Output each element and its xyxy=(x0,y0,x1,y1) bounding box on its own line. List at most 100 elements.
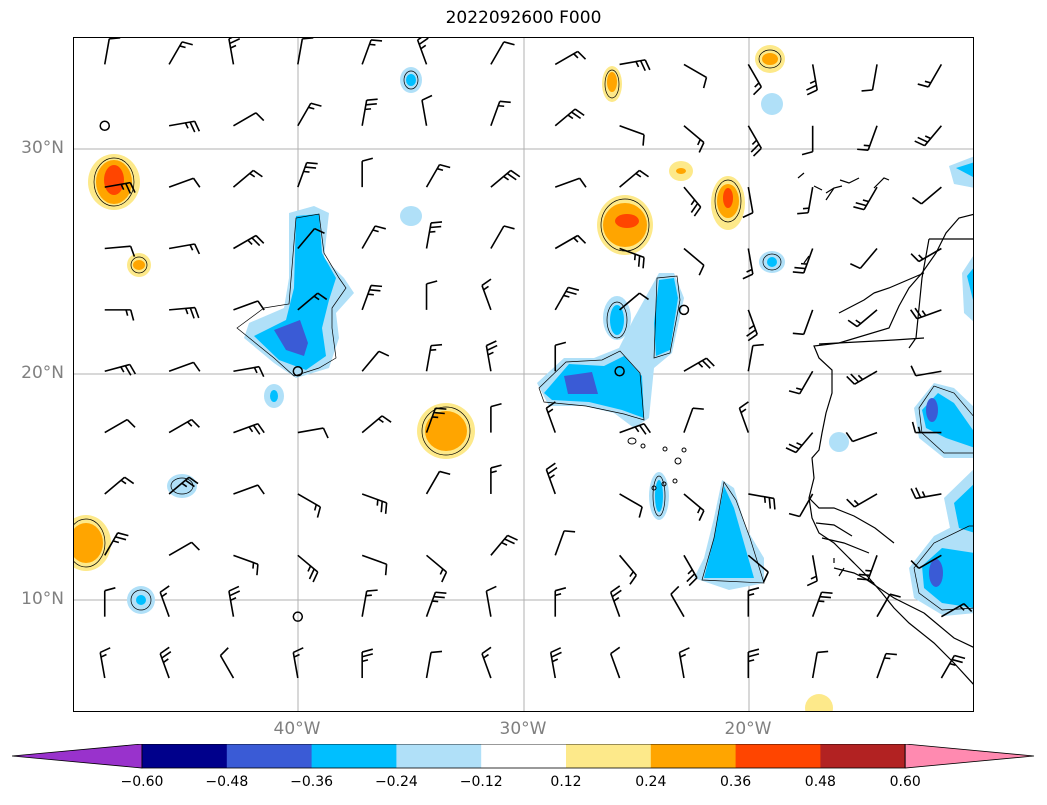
colorbar-extend-min xyxy=(12,744,143,769)
wind-barb xyxy=(792,309,814,336)
country-borders xyxy=(818,238,973,349)
wind-barb xyxy=(485,340,498,372)
wind-barb xyxy=(747,125,763,157)
wind-barb xyxy=(425,280,438,310)
wind-barb xyxy=(853,186,878,211)
wind-barb xyxy=(619,247,645,269)
wind-barb xyxy=(490,100,511,127)
wind-barb xyxy=(857,125,878,152)
wind-barb xyxy=(233,422,265,435)
wind-barb xyxy=(485,585,497,617)
wind-barb xyxy=(159,585,170,617)
wind-barb xyxy=(747,648,760,679)
colorbar-tick-label: 0.60 xyxy=(889,774,921,790)
wind-barb xyxy=(742,248,754,280)
wind-barb xyxy=(683,554,698,587)
wind-barb xyxy=(747,587,760,617)
wind-barb xyxy=(361,554,388,576)
wind-barb xyxy=(549,647,562,679)
wind-barb xyxy=(292,647,304,679)
wind-barb xyxy=(917,64,943,88)
wind-barb xyxy=(297,554,319,583)
wind-barb xyxy=(545,462,558,495)
wind-barb xyxy=(297,161,318,188)
wind-barb xyxy=(861,64,878,92)
wind-barb xyxy=(104,245,136,257)
wind-barb xyxy=(910,247,942,263)
wind-barb xyxy=(554,50,587,66)
map-panel xyxy=(73,37,974,712)
wind-barb xyxy=(104,363,137,376)
colorbar-cell xyxy=(481,744,567,768)
colorbar-tick-label: 0.48 xyxy=(804,774,836,790)
wind-barb xyxy=(801,125,814,156)
wind-barb xyxy=(554,234,587,250)
wind-barb xyxy=(104,532,129,556)
wind-barb xyxy=(619,59,651,72)
wind-barb xyxy=(169,306,200,319)
wind-barb xyxy=(847,309,878,328)
wind-barb xyxy=(168,177,201,188)
wind-barb xyxy=(232,169,263,188)
lat-label-30n: 30°N xyxy=(21,138,64,158)
wind-barb xyxy=(425,163,451,188)
wind-barb xyxy=(850,247,878,270)
wind-barb xyxy=(233,484,265,495)
coastline xyxy=(797,172,973,685)
wind-barb xyxy=(940,654,966,679)
wind-barb xyxy=(785,432,814,454)
colorbar-cell xyxy=(142,744,228,768)
wind-barb xyxy=(361,39,383,65)
wind-barb xyxy=(104,476,135,495)
wind-barb xyxy=(361,284,383,311)
wind-barb xyxy=(361,225,387,249)
wind-barb xyxy=(490,402,502,433)
wind-barb xyxy=(361,98,378,126)
colorbar-tick-label: −0.36 xyxy=(290,774,334,790)
wind-barb xyxy=(490,464,502,494)
wind-barb xyxy=(104,181,136,194)
colorbar-tick-label: −0.12 xyxy=(459,774,503,790)
lat-label-20n: 20°N xyxy=(21,363,64,383)
colorbar-cell xyxy=(566,744,652,768)
wind-barb xyxy=(940,602,973,618)
wind-barb xyxy=(811,650,829,679)
wind-barb xyxy=(99,647,111,679)
wind-barb xyxy=(811,591,833,617)
wind-barb xyxy=(683,186,702,217)
wind-barb xyxy=(619,125,645,146)
colorbar-cell xyxy=(650,744,737,768)
wind-barb xyxy=(846,370,878,385)
wind-barb xyxy=(104,309,135,321)
wind-barb xyxy=(361,157,374,188)
wind-barb xyxy=(747,343,764,372)
wind-barb xyxy=(233,234,265,250)
wind-barb xyxy=(618,554,637,585)
wind-barb xyxy=(297,227,325,250)
wind-barb xyxy=(159,646,172,679)
wind-barb xyxy=(361,589,378,617)
wind-barb xyxy=(683,357,715,372)
colorbar-extend-max xyxy=(904,744,1035,769)
wind-barb xyxy=(911,186,942,205)
wind-barb xyxy=(554,286,580,311)
wind-barb xyxy=(742,186,754,219)
wind-barb xyxy=(683,407,704,433)
colorbar-cells xyxy=(12,744,1035,769)
wind-barb xyxy=(297,102,322,127)
wind-barb xyxy=(845,431,878,443)
wind-barb xyxy=(876,593,901,618)
wind-barb xyxy=(806,555,818,587)
wind-barb xyxy=(425,343,443,372)
wind-barb xyxy=(361,415,392,434)
wind-barb xyxy=(788,370,814,395)
wind-barb xyxy=(554,587,567,617)
wind-barb xyxy=(297,493,322,518)
colorbar-cell xyxy=(735,744,821,768)
wind-barb xyxy=(545,401,556,433)
wind-barb xyxy=(619,169,649,188)
wind-barb xyxy=(792,248,814,274)
wind-barb xyxy=(683,247,705,276)
wind-barb xyxy=(168,41,193,65)
wind-barb xyxy=(233,365,265,378)
